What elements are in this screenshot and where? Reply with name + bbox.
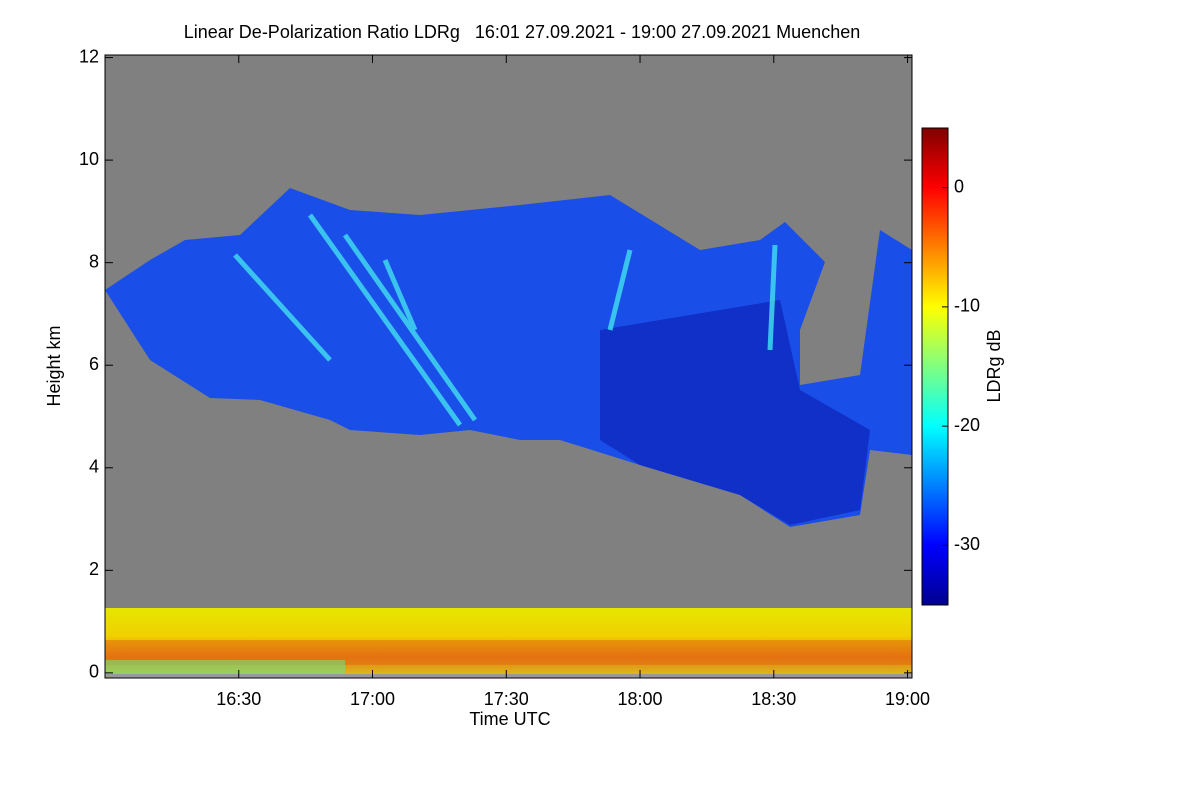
colorbar-tick-label: -10 — [954, 296, 980, 316]
colorbar-tick-label: -30 — [954, 534, 980, 554]
y-tick-label: 6 — [89, 354, 99, 374]
x-tick-label: 18:00 — [618, 689, 663, 709]
y-tick-label: 0 — [89, 662, 99, 682]
colorbar-tick-label: -20 — [954, 415, 980, 435]
y-tick-label: 4 — [89, 457, 99, 477]
y-axis-label: Height km — [44, 325, 64, 406]
x-tick-label: 19:00 — [885, 689, 930, 709]
x-tick-label: 17:00 — [350, 689, 395, 709]
plot-frame — [104, 54, 913, 679]
colorbar — [921, 127, 949, 606]
y-tick-label: 10 — [79, 149, 99, 169]
y-tick-label: 8 — [89, 251, 99, 271]
chart-title: Linear De-Polarization Ratio LDRg 16:01 … — [184, 22, 860, 42]
y-tick-label: 2 — [89, 559, 99, 579]
colorbar-label: LDRg dB — [984, 329, 1004, 402]
y-tick-label: 12 — [79, 46, 99, 66]
lidar-image — [105, 188, 912, 678]
x-tick-label: 17:30 — [484, 689, 529, 709]
colorbar-tick-label: 0 — [954, 176, 964, 196]
x-tick-label: 16:30 — [216, 689, 261, 709]
x-axis-label: Time UTC — [469, 709, 550, 729]
x-tick-label: 18:30 — [751, 689, 796, 709]
